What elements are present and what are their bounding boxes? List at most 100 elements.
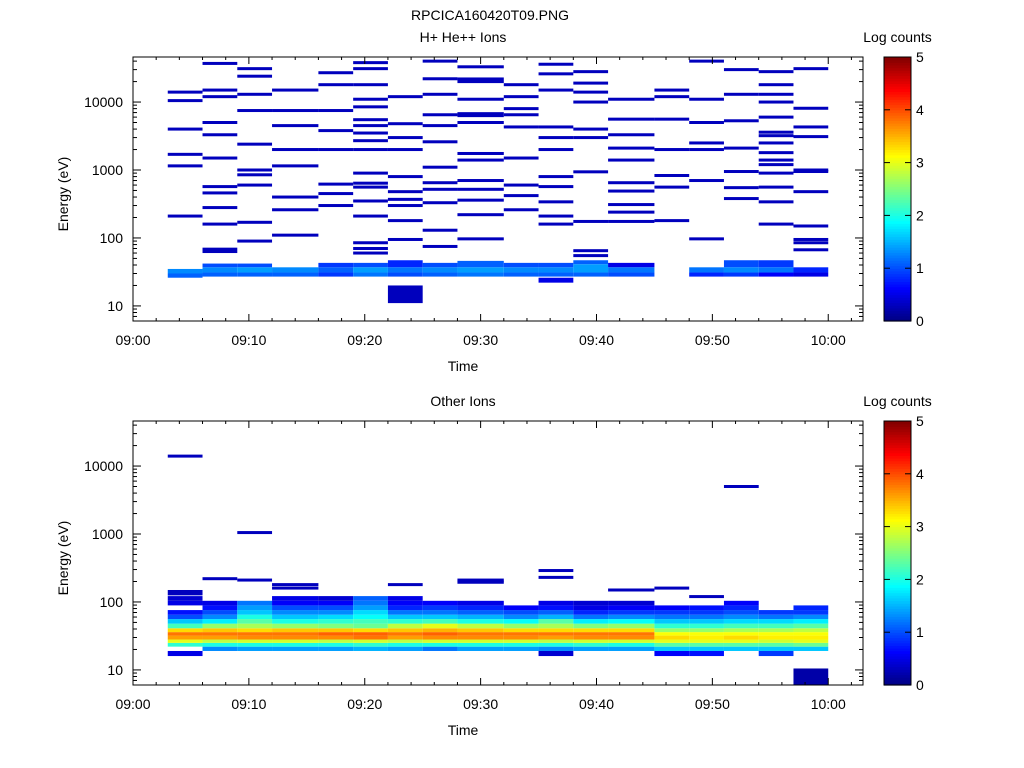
heatmap-line bbox=[758, 70, 794, 74]
heatmap-cell bbox=[202, 272, 238, 277]
y-tick-label: 10 bbox=[107, 298, 123, 314]
heatmap-line bbox=[503, 125, 539, 129]
heatmap-cell bbox=[457, 646, 504, 651]
colorbar-tick-label: 3 bbox=[916, 155, 924, 171]
heatmap-line bbox=[503, 183, 539, 187]
heatmap-cell bbox=[387, 619, 423, 624]
colorbar-segment bbox=[884, 67, 911, 71]
heatmap-line bbox=[202, 133, 238, 137]
heatmap-cell bbox=[387, 614, 423, 620]
heatmap-cell bbox=[654, 623, 690, 629]
heatmap-cell bbox=[608, 267, 655, 273]
colorbar-segment bbox=[884, 421, 911, 425]
colorbar-segment bbox=[884, 444, 911, 448]
colorbar-segment bbox=[884, 516, 911, 520]
colorbar-segment bbox=[884, 611, 911, 615]
colorbar-segment bbox=[884, 101, 911, 106]
heatmap-cell bbox=[689, 642, 724, 647]
heatmap-cell bbox=[318, 262, 354, 268]
heatmap-line bbox=[387, 197, 423, 201]
heatmap-cell bbox=[503, 646, 539, 651]
heatmap-cell bbox=[353, 623, 388, 629]
heatmap-cell bbox=[503, 272, 539, 277]
heatmap-cell bbox=[538, 619, 574, 624]
colorbar-tick-label: 5 bbox=[916, 413, 924, 429]
heatmap-cell bbox=[654, 605, 690, 611]
heatmap-line bbox=[353, 83, 388, 87]
heatmap-cell bbox=[318, 639, 354, 643]
colorbar-segment bbox=[884, 526, 911, 530]
heatmap-cell bbox=[689, 614, 724, 620]
heatmap-cell bbox=[723, 614, 759, 620]
heatmap-line bbox=[538, 88, 574, 92]
heatmap-cell bbox=[654, 619, 690, 624]
heatmap-cell bbox=[758, 614, 794, 620]
colorbar-segment bbox=[884, 637, 911, 641]
heatmap-line bbox=[318, 182, 354, 186]
heatmap-line bbox=[167, 454, 203, 458]
colorbar-segment bbox=[884, 640, 911, 644]
colorbar-segment bbox=[884, 648, 911, 652]
colorbar-segment bbox=[884, 597, 911, 602]
colorbar-segment bbox=[884, 582, 911, 586]
heatmap-cell bbox=[689, 646, 724, 651]
heatmap-cell bbox=[758, 628, 794, 633]
heatmap-cell bbox=[723, 628, 759, 633]
heatmap-cell bbox=[202, 610, 238, 615]
heatmap-cell bbox=[202, 642, 238, 647]
colorbar-segment bbox=[884, 545, 911, 549]
heatmap-line bbox=[758, 200, 794, 204]
heatmap-line bbox=[422, 165, 458, 169]
colorbar-segment bbox=[884, 220, 911, 224]
heatmap-line bbox=[608, 158, 655, 162]
heatmap-cell bbox=[167, 610, 203, 615]
heatmap-cell bbox=[353, 596, 388, 601]
colorbar-segment bbox=[884, 241, 911, 246]
colorbar-segment bbox=[884, 302, 911, 306]
heatmap-line bbox=[573, 136, 609, 140]
heatmap-cell bbox=[272, 619, 319, 624]
heatmap-cell bbox=[538, 614, 574, 620]
heatmap-line bbox=[654, 219, 690, 223]
colorbar-segment bbox=[884, 547, 911, 551]
colorbar-segment bbox=[884, 500, 911, 504]
colorbar-segment bbox=[884, 510, 911, 514]
colorbar-segment bbox=[884, 518, 911, 522]
heatmap-line bbox=[608, 181, 655, 185]
colorbar-segment bbox=[884, 650, 911, 654]
heatmap-line bbox=[387, 136, 423, 140]
heatmap-line bbox=[353, 139, 388, 143]
heatmap-cell bbox=[457, 605, 504, 611]
heatmap-cell bbox=[318, 600, 354, 606]
colorbar-segment bbox=[884, 112, 911, 116]
heatmap-cell bbox=[237, 623, 273, 629]
heatmap-line bbox=[608, 117, 655, 121]
heatmap-cell bbox=[167, 635, 203, 640]
x-tick-label: 09:40 bbox=[579, 696, 614, 712]
heatmap-line bbox=[422, 181, 458, 185]
colorbar-tick-label: 2 bbox=[916, 207, 924, 223]
colorbar-segment bbox=[884, 210, 911, 214]
heatmap-cell bbox=[387, 635, 423, 640]
colorbar-segment bbox=[884, 463, 911, 467]
heatmap-cell bbox=[387, 628, 423, 633]
colorbar-segment bbox=[884, 167, 911, 172]
colorbar-segment bbox=[884, 605, 911, 610]
heatmap-cell bbox=[503, 628, 539, 633]
heatmap-line bbox=[758, 92, 794, 96]
colorbar-segment bbox=[884, 539, 911, 544]
heatmap-cell bbox=[538, 642, 574, 647]
heatmap-cell bbox=[387, 646, 423, 651]
colorbar-segment bbox=[884, 57, 911, 61]
heatmap-cell bbox=[723, 610, 759, 615]
colorbar-segment bbox=[884, 671, 911, 676]
heatmap-cell bbox=[758, 272, 794, 277]
colorbar-segment bbox=[884, 629, 911, 633]
panel-2: Other Ions 09:00 09:10 09:20 09:30 09:40 09:50… bbox=[55, 393, 932, 738]
colorbar-segment bbox=[884, 236, 911, 240]
heatmap-line bbox=[422, 244, 458, 248]
colorbar-segment bbox=[884, 273, 911, 277]
heatmap-line bbox=[422, 187, 458, 191]
colorbar-segment bbox=[884, 297, 911, 301]
heatmap-cell bbox=[272, 639, 319, 643]
